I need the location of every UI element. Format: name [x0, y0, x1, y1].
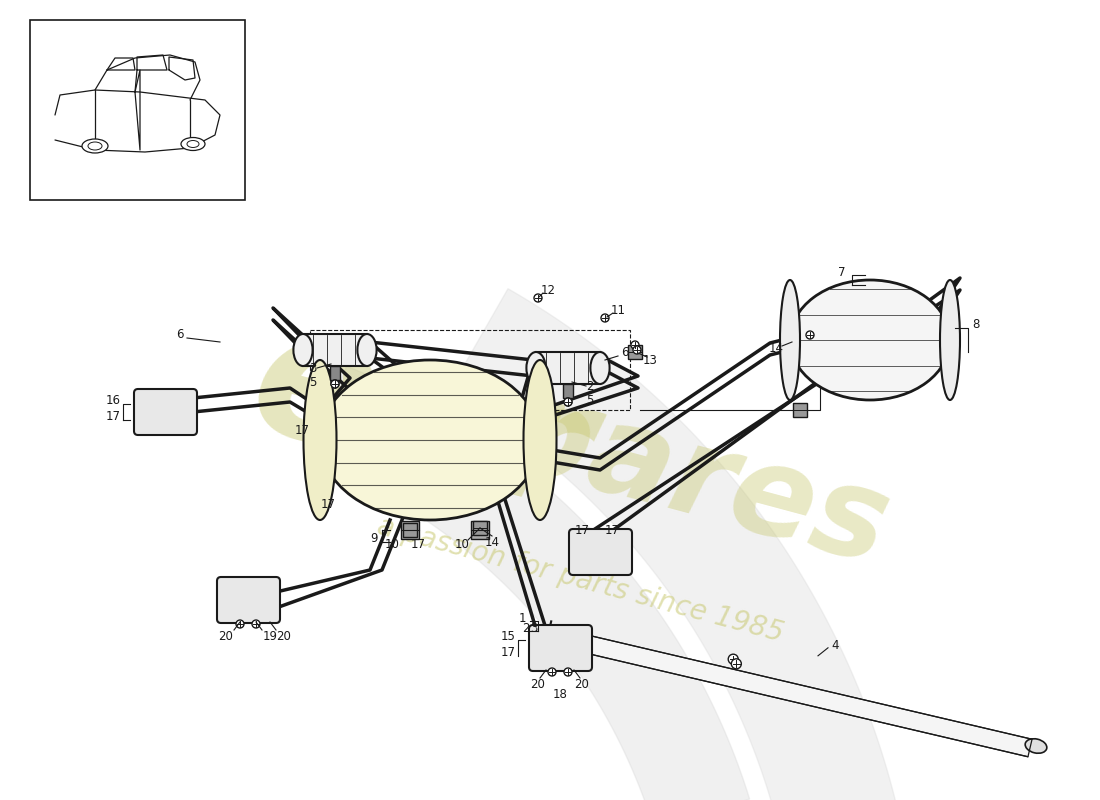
Text: 5: 5 — [586, 394, 594, 406]
Polygon shape — [310, 366, 749, 800]
Text: 16: 16 — [106, 394, 121, 406]
Bar — [628, 345, 642, 359]
Circle shape — [564, 398, 572, 406]
Text: 3: 3 — [530, 622, 538, 634]
Text: 6: 6 — [621, 346, 629, 359]
Circle shape — [632, 346, 641, 354]
FancyBboxPatch shape — [529, 625, 592, 671]
Text: 19: 19 — [263, 630, 277, 642]
Text: 20: 20 — [276, 630, 292, 642]
Bar — [473, 521, 487, 535]
Text: a passion for parts since 1985: a passion for parts since 1985 — [374, 512, 786, 648]
Circle shape — [806, 331, 814, 339]
Ellipse shape — [524, 360, 557, 520]
Bar — [793, 403, 807, 417]
Bar — [30, 20, 245, 200]
Text: 17: 17 — [500, 646, 516, 658]
Circle shape — [601, 314, 609, 322]
Text: 17: 17 — [410, 538, 426, 551]
Bar — [330, 366, 340, 380]
Circle shape — [548, 668, 556, 676]
FancyBboxPatch shape — [134, 389, 197, 435]
Bar — [563, 384, 573, 398]
Bar — [310, 410, 530, 480]
Text: 17: 17 — [106, 410, 121, 422]
Circle shape — [236, 620, 244, 628]
FancyBboxPatch shape — [569, 529, 632, 575]
Ellipse shape — [82, 139, 108, 153]
Circle shape — [564, 398, 572, 406]
Circle shape — [564, 668, 572, 676]
Circle shape — [252, 620, 260, 628]
Bar — [536, 352, 600, 384]
Text: 9: 9 — [371, 533, 377, 546]
Text: 11: 11 — [610, 303, 626, 317]
Text: 3: 3 — [309, 362, 317, 374]
Text: 17: 17 — [320, 498, 336, 511]
Text: 13: 13 — [642, 354, 658, 366]
Bar — [310, 330, 630, 410]
Text: 17: 17 — [574, 523, 590, 537]
Circle shape — [728, 654, 738, 664]
Text: 15: 15 — [500, 630, 516, 642]
Circle shape — [732, 659, 741, 669]
Ellipse shape — [940, 280, 960, 400]
Text: 2: 2 — [586, 379, 594, 393]
Text: 1: 1 — [518, 611, 526, 625]
Ellipse shape — [1025, 738, 1047, 754]
Polygon shape — [546, 626, 1032, 757]
Circle shape — [331, 380, 339, 388]
Text: 14: 14 — [769, 342, 783, 354]
Text: 17: 17 — [605, 523, 619, 537]
Text: 18: 18 — [552, 687, 568, 701]
Text: 20: 20 — [530, 678, 546, 690]
Ellipse shape — [780, 280, 800, 400]
Text: spares: spares — [418, 351, 902, 589]
Ellipse shape — [320, 360, 540, 520]
Text: 8: 8 — [972, 318, 980, 331]
Text: 2: 2 — [522, 622, 530, 634]
Text: 12: 12 — [540, 283, 556, 297]
Ellipse shape — [294, 334, 312, 366]
Ellipse shape — [358, 334, 376, 366]
Bar — [403, 523, 417, 537]
Bar — [402, 521, 419, 539]
Ellipse shape — [304, 360, 337, 520]
Text: 10: 10 — [385, 538, 399, 551]
Text: 4: 4 — [832, 639, 838, 652]
Bar — [471, 521, 490, 539]
Text: 6: 6 — [176, 329, 184, 342]
Text: 20: 20 — [574, 678, 590, 690]
Bar — [302, 334, 367, 366]
Text: 10: 10 — [454, 538, 470, 551]
Text: 14: 14 — [484, 535, 499, 549]
Text: 7: 7 — [838, 266, 846, 278]
Ellipse shape — [591, 352, 609, 384]
Circle shape — [631, 341, 639, 349]
Text: eur: eur — [233, 291, 607, 549]
Text: 5: 5 — [309, 375, 317, 389]
Text: 20: 20 — [219, 630, 233, 642]
Circle shape — [331, 380, 339, 388]
Circle shape — [534, 294, 542, 302]
Polygon shape — [449, 289, 911, 800]
Ellipse shape — [182, 138, 205, 150]
Ellipse shape — [527, 352, 546, 384]
Text: 17: 17 — [295, 423, 309, 437]
FancyBboxPatch shape — [217, 577, 280, 623]
Ellipse shape — [790, 280, 950, 400]
